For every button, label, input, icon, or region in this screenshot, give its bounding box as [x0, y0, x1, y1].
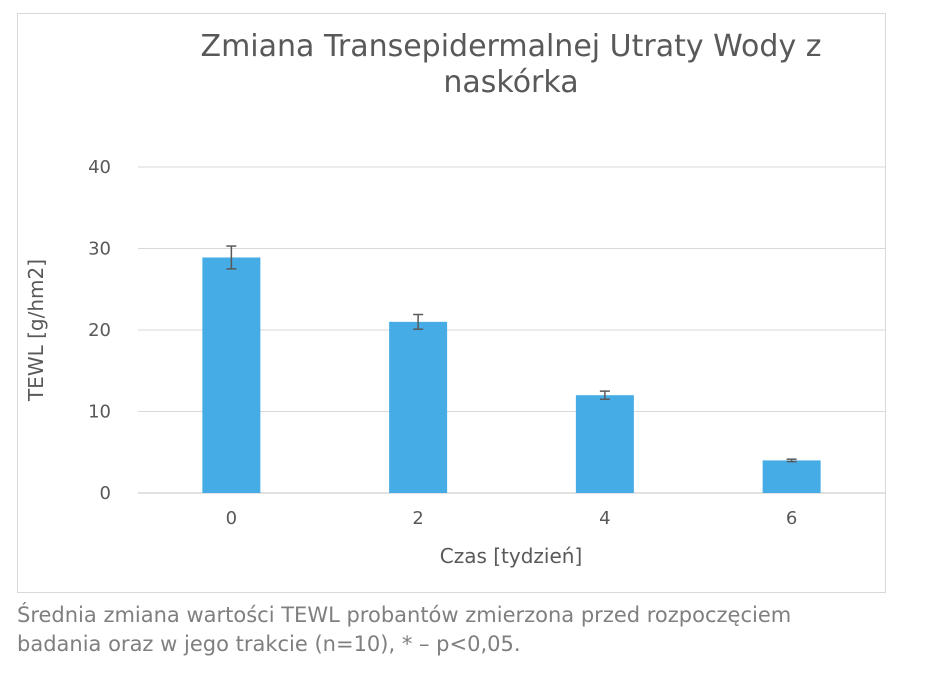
- x-axis-label: Czas [tydzień]: [440, 544, 583, 568]
- bar-week-0: [202, 257, 261, 493]
- error-bar-week-4: [599, 390, 610, 401]
- x-axis-ticks: 0 2 4 6: [226, 508, 798, 529]
- error-bars: [226, 245, 797, 463]
- error-bar-week-0: [226, 245, 237, 270]
- y-tick-label: 30: [88, 239, 111, 260]
- y-tick-label: 0: [100, 483, 111, 504]
- y-axis-ticks: 0 10 20 30 40: [88, 157, 111, 504]
- chart-frame: [17, 13, 886, 593]
- figure-caption: Średnia zmiana wartości TEWL probantów z…: [17, 601, 932, 659]
- tewl-bar-chart: Zmiana Transepidermalnej Utraty Wody z n…: [24, 29, 885, 568]
- bar-week-6: [762, 460, 821, 493]
- y-tick-label: 40: [88, 157, 111, 178]
- y-tick-label: 20: [88, 320, 111, 341]
- error-bar-week-2: [413, 313, 424, 330]
- x-tick-label: 4: [599, 508, 610, 529]
- error-bar-week-6: [786, 458, 797, 463]
- bars: [202, 257, 821, 493]
- x-tick-label: 2: [412, 508, 423, 529]
- x-tick-label: 0: [226, 508, 237, 529]
- bar-week-2: [389, 321, 448, 493]
- y-axis-label: TEWL [g/hm2]: [24, 259, 48, 402]
- chart-title-line-2: naskórka: [443, 65, 578, 100]
- caption-line-1: Średnia zmiana wartości TEWL probantów z…: [17, 603, 792, 627]
- chart-title-line-1: Zmiana Transepidermalnej Utraty Wody z: [201, 29, 822, 64]
- gridlines: [138, 166, 885, 494]
- bar-week-4: [575, 395, 634, 493]
- x-tick-label: 6: [786, 508, 797, 529]
- caption-line-2: badania oraz w jego trakcie (n=10), * – …: [17, 632, 521, 656]
- y-tick-label: 10: [88, 402, 111, 423]
